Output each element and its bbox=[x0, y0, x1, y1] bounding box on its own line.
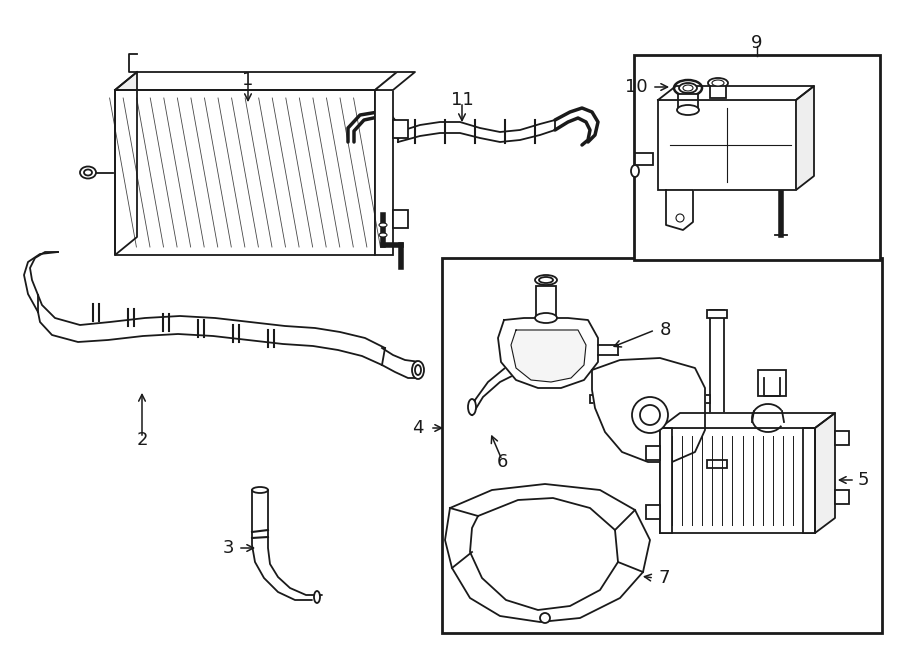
Bar bbox=[835, 490, 849, 504]
Ellipse shape bbox=[415, 365, 421, 375]
Text: 3: 3 bbox=[222, 539, 234, 557]
Bar bbox=[590, 395, 710, 403]
Ellipse shape bbox=[80, 167, 96, 178]
Bar bbox=[678, 94, 698, 110]
Bar bbox=[646, 505, 660, 519]
Ellipse shape bbox=[677, 105, 699, 115]
Polygon shape bbox=[498, 318, 598, 388]
Ellipse shape bbox=[468, 399, 476, 415]
Text: 5: 5 bbox=[858, 471, 869, 489]
Ellipse shape bbox=[708, 78, 728, 88]
Bar bbox=[646, 446, 660, 460]
Polygon shape bbox=[511, 330, 586, 382]
Text: 7: 7 bbox=[658, 569, 670, 587]
Bar bbox=[536, 286, 556, 318]
Ellipse shape bbox=[412, 361, 424, 379]
Bar bbox=[660, 428, 672, 533]
Bar bbox=[375, 90, 393, 255]
Bar bbox=[803, 428, 815, 533]
Ellipse shape bbox=[379, 223, 387, 227]
Circle shape bbox=[632, 397, 668, 433]
Ellipse shape bbox=[314, 591, 320, 603]
Bar bbox=[635, 153, 653, 165]
Polygon shape bbox=[375, 72, 415, 90]
Text: 6: 6 bbox=[496, 453, 508, 471]
Bar bbox=[710, 86, 726, 98]
Text: 1: 1 bbox=[242, 71, 254, 89]
Ellipse shape bbox=[683, 85, 693, 91]
Circle shape bbox=[676, 214, 684, 222]
Polygon shape bbox=[115, 72, 137, 255]
Bar bbox=[393, 120, 408, 138]
Text: 9: 9 bbox=[752, 34, 763, 52]
Ellipse shape bbox=[379, 233, 387, 237]
Ellipse shape bbox=[539, 277, 553, 283]
Text: 4: 4 bbox=[412, 419, 424, 437]
Text: 8: 8 bbox=[660, 321, 671, 339]
Circle shape bbox=[540, 613, 550, 623]
Polygon shape bbox=[658, 86, 814, 100]
Polygon shape bbox=[115, 72, 397, 90]
Ellipse shape bbox=[679, 83, 697, 93]
Ellipse shape bbox=[535, 275, 557, 285]
Polygon shape bbox=[660, 413, 835, 428]
Text: 10: 10 bbox=[626, 78, 648, 96]
Polygon shape bbox=[796, 86, 814, 190]
Ellipse shape bbox=[84, 169, 92, 176]
Ellipse shape bbox=[252, 487, 268, 493]
Ellipse shape bbox=[631, 165, 639, 177]
Bar bbox=[758, 370, 786, 396]
Ellipse shape bbox=[535, 313, 557, 323]
Text: 11: 11 bbox=[451, 91, 473, 109]
Polygon shape bbox=[115, 90, 375, 255]
Polygon shape bbox=[666, 190, 693, 230]
Bar bbox=[707, 310, 727, 318]
Bar bbox=[835, 431, 849, 445]
Bar bbox=[710, 310, 724, 468]
Bar bbox=[658, 100, 796, 190]
Polygon shape bbox=[592, 358, 705, 462]
Circle shape bbox=[640, 405, 660, 425]
Bar bbox=[707, 460, 727, 468]
Polygon shape bbox=[445, 484, 650, 622]
Bar bbox=[393, 210, 408, 228]
Ellipse shape bbox=[712, 80, 724, 86]
Ellipse shape bbox=[674, 80, 702, 96]
Polygon shape bbox=[815, 413, 835, 533]
Bar bbox=[634, 55, 880, 260]
Bar bbox=[442, 258, 882, 633]
Text: 2: 2 bbox=[136, 431, 148, 449]
Bar bbox=[660, 428, 815, 533]
